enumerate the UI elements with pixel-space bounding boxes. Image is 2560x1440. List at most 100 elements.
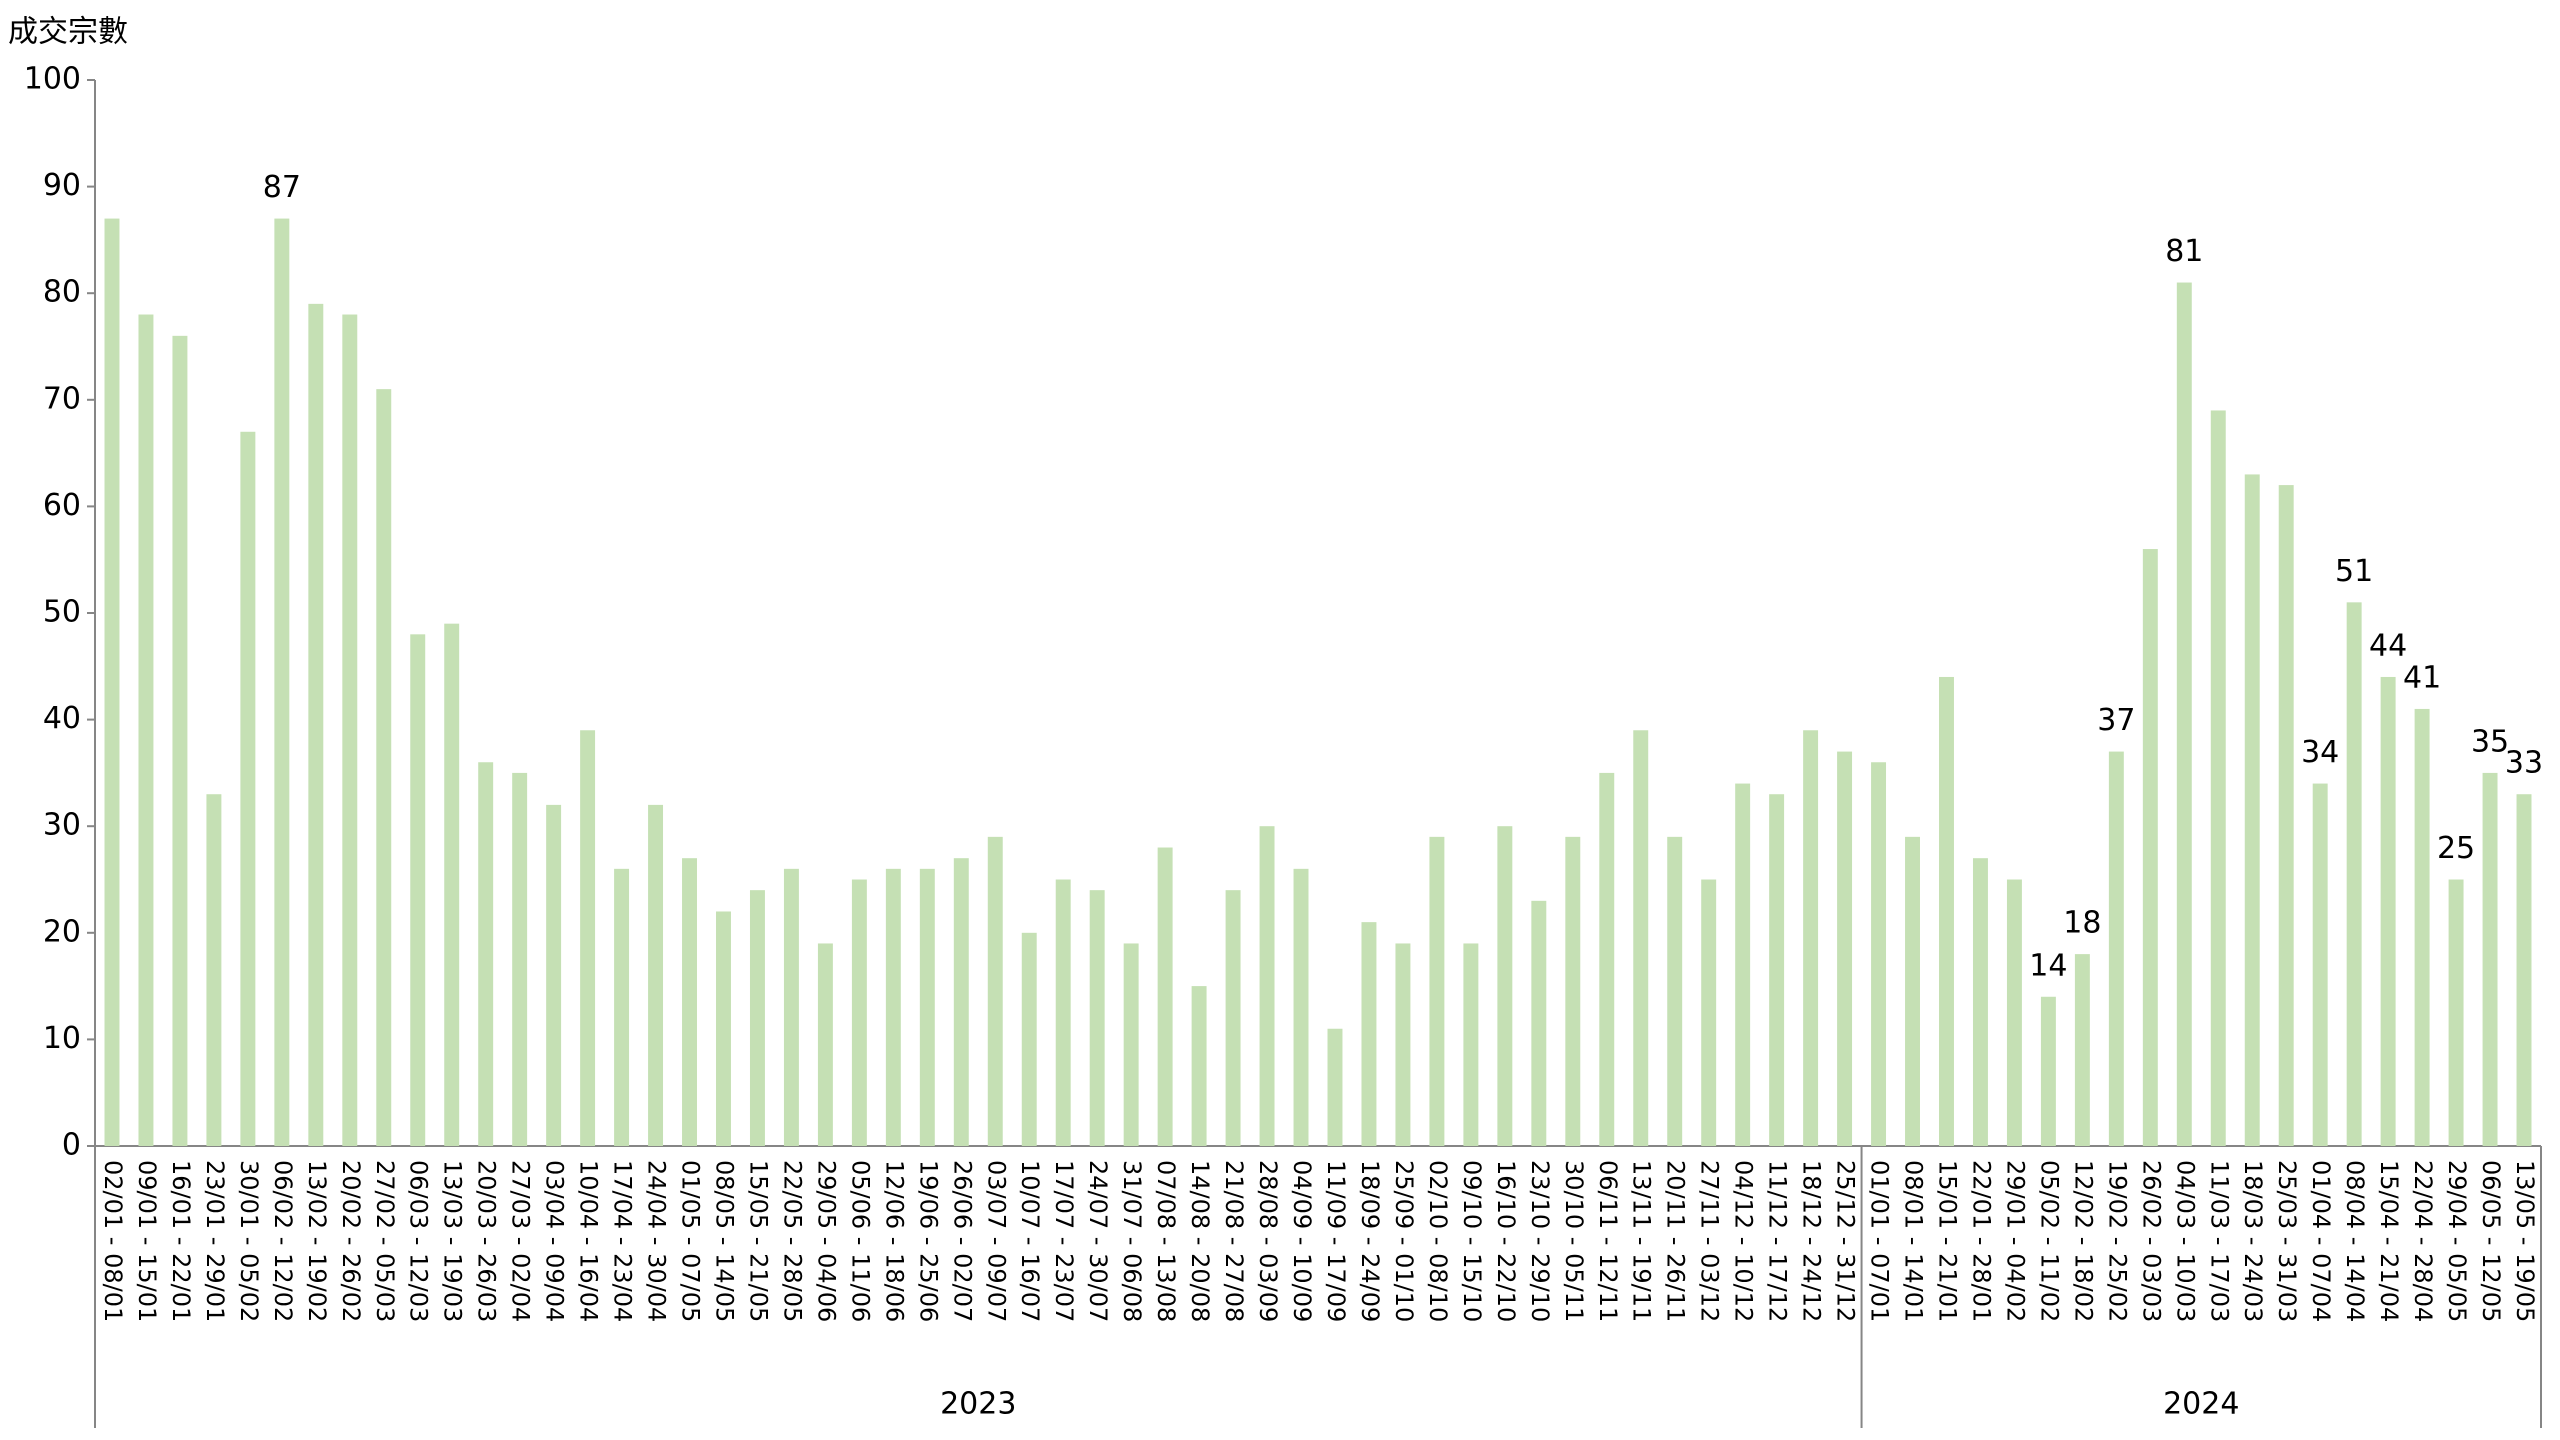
y-tick-label: 100 [24,62,81,97]
bar [240,431,256,1146]
x-tick-label: 22/01 - 28/01 [1967,1160,1995,1322]
x-tick-label: 14/08 - 20/08 [1186,1160,1214,1322]
bar [2346,602,2362,1146]
x-tick-label: 17/04 - 23/04 [609,1160,637,1322]
x-tick-label: 15/05 - 21/05 [744,1160,772,1322]
x-tick-label: 06/02 - 12/02 [269,1160,297,1322]
bar [2312,783,2328,1146]
x-tick-label: 05/06 - 11/06 [846,1160,874,1322]
value-label: 44 [2369,628,2407,663]
bar [546,804,562,1146]
bar [1769,794,1785,1146]
x-tick-label: 20/11 - 26/11 [1662,1160,1690,1322]
bar [342,314,358,1146]
value-label: 81 [2165,234,2203,269]
x-tick-label: 29/05 - 04/06 [812,1160,840,1322]
x-tick-label: 16/01 - 22/01 [167,1160,195,1322]
bar [851,879,867,1146]
x-tick-label: 27/02 - 05/03 [371,1160,399,1322]
x-tick-label: 06/03 - 12/03 [405,1160,433,1322]
x-tick-label: 04/12 - 10/12 [1730,1160,1758,1322]
x-tick-label: 08/05 - 14/05 [710,1160,738,1322]
x-tick-label: 27/11 - 03/12 [1696,1160,1724,1322]
x-tick-label: 11/12 - 17/12 [1764,1160,1792,1322]
bar [444,623,460,1146]
x-tick-label: 24/04 - 30/04 [643,1160,671,1322]
x-tick-label: 02/10 - 08/10 [1424,1160,1452,1322]
value-label: 37 [2097,703,2135,738]
x-tick-label: 20/02 - 26/02 [337,1160,365,1322]
bar [1565,836,1581,1146]
bar [512,772,528,1146]
bar [1871,762,1887,1146]
x-tick-label: 01/01 - 07/01 [1866,1160,1894,1322]
value-label: 34 [2301,735,2339,770]
value-label: 33 [2505,746,2543,781]
x-tick-label: 26/02 - 03/03 [2137,1160,2165,1322]
bar [138,314,154,1146]
bar [749,890,765,1146]
x-tick-label: 08/01 - 14/01 [1900,1160,1928,1322]
y-axis-title: 成交宗數 [8,15,128,50]
x-tick-label: 29/04 - 05/05 [2443,1160,2471,1322]
x-tick-label: 06/11 - 12/11 [1594,1160,1622,1322]
bar [1157,847,1173,1146]
y-tick-label: 60 [43,488,81,523]
bar [1735,783,1751,1146]
x-tick-label: 11/03 - 17/03 [2205,1160,2233,1322]
x-tick-label: 27/03 - 02/04 [507,1160,535,1322]
x-tick-label: 05/02 - 11/02 [2035,1160,2063,1322]
y-tick-label: 30 [43,808,81,843]
bar [104,218,120,1146]
bar [783,868,799,1146]
x-tick-label: 13/05 - 19/05 [2511,1160,2539,1322]
bar [1395,943,1411,1146]
x-tick-label: 18/09 - 24/09 [1356,1160,1384,1322]
x-tick-label: 25/12 - 31/12 [1832,1160,1860,1322]
bar [1463,943,1479,1146]
bar [1599,772,1615,1146]
x-tick-label: 10/07 - 16/07 [1016,1160,1044,1322]
x-tick-label: 12/02 - 18/02 [2069,1160,2097,1322]
bar [1327,1028,1343,1146]
value-label: 35 [2471,724,2509,759]
bar [580,730,596,1146]
bar [2074,954,2090,1146]
x-tick-label: 15/04 - 21/04 [2375,1160,2403,1322]
y-tick-label: 70 [43,381,81,416]
bar [1021,932,1037,1146]
x-tick-label: 24/07 - 30/07 [1084,1160,1112,1322]
bar [2482,772,2498,1146]
x-tick-label: 23/10 - 29/10 [1526,1160,1554,1322]
bar [2380,676,2396,1146]
x-tick-label: 02/01 - 08/01 [99,1160,127,1322]
bar [1905,836,1920,1146]
y-tick-label: 20 [43,914,81,949]
x-tick-label: 22/04 - 28/04 [2409,1160,2437,1322]
group-label: 2024 [2163,1387,2239,1422]
bar [1361,922,1377,1146]
x-tick-label: 30/01 - 05/02 [235,1160,263,1322]
x-tick-label: 18/12 - 24/12 [1798,1160,1826,1322]
bar [885,868,901,1146]
bar [953,858,969,1146]
bar [1803,730,1819,1146]
x-tick-label: 21/08 - 27/08 [1220,1160,1248,1322]
x-tick-label: 16/10 - 22/10 [1492,1160,1520,1322]
y-tick-label: 80 [43,275,81,310]
x-tick-label: 13/02 - 19/02 [303,1160,331,1322]
bar [206,794,222,1146]
bar [682,858,697,1146]
bar [478,762,494,1146]
x-tick-label: 25/09 - 01/10 [1390,1160,1418,1322]
bar [2278,485,2294,1147]
y-tick-label: 40 [43,701,81,736]
bar [2006,879,2022,1146]
x-tick-label: 06/05 - 12/05 [2477,1160,2505,1322]
bar [2244,474,2260,1146]
x-tick-label: 01/04 - 07/04 [2307,1160,2335,1322]
x-tick-label: 31/07 - 06/08 [1118,1160,1146,1322]
x-tick-label: 28/08 - 03/09 [1254,1160,1282,1322]
bar [1837,751,1853,1146]
bar [1123,943,1139,1146]
